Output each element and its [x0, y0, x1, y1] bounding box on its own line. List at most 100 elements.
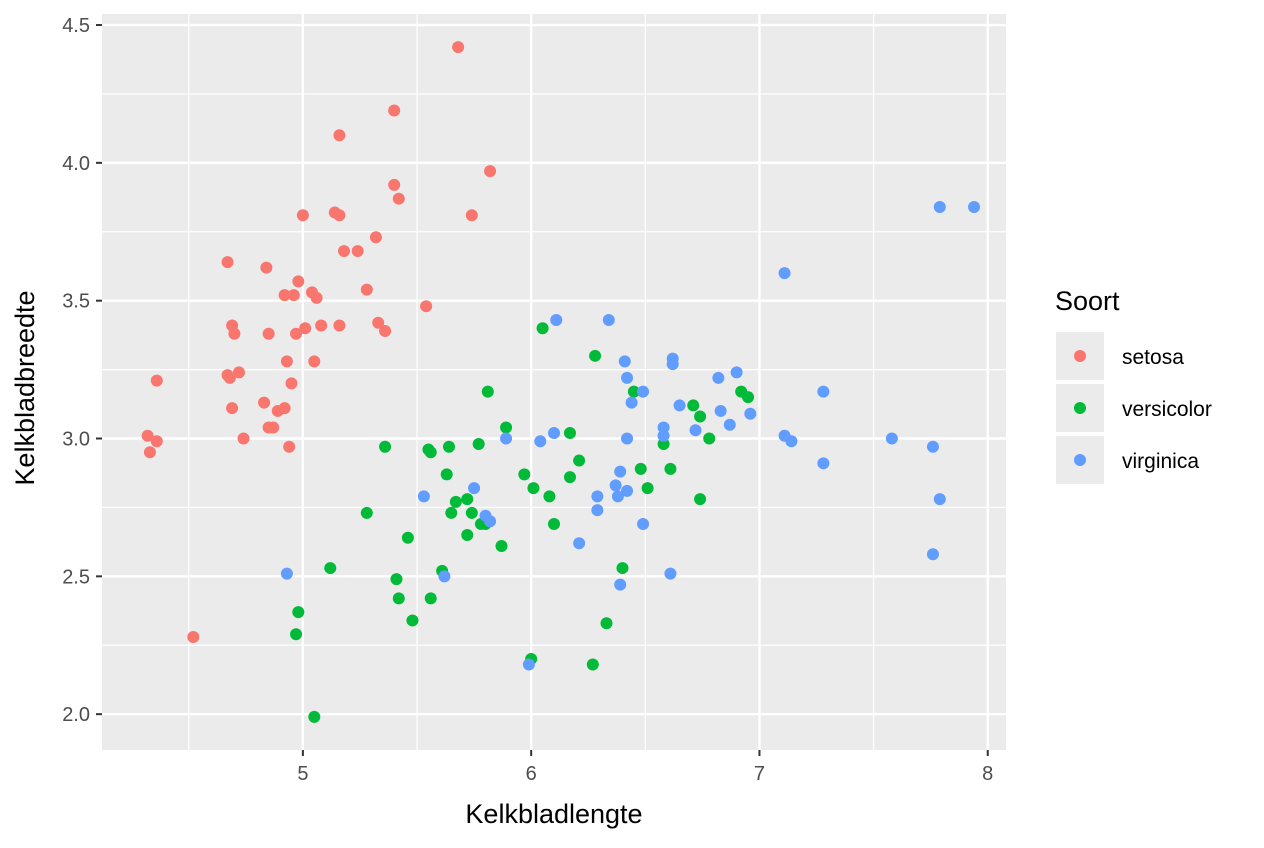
point-versicolor	[687, 399, 700, 412]
point-versicolor	[449, 495, 462, 508]
point-virginica	[926, 440, 939, 453]
legend: Soort setosa versicolor virginica	[1055, 286, 1212, 484]
point-virginica	[484, 515, 497, 528]
point-virginica	[625, 396, 638, 409]
legend-marker-setosa	[1074, 350, 1086, 362]
point-versicolor	[440, 468, 453, 481]
point-versicolor	[500, 421, 513, 434]
point-setosa	[278, 289, 291, 302]
point-setosa	[271, 404, 284, 417]
point-versicolor	[657, 438, 670, 451]
point-versicolor	[292, 606, 305, 619]
point-virginica	[673, 399, 686, 412]
point-versicolor	[465, 506, 478, 519]
point-virginica	[548, 426, 560, 439]
point-virginica	[730, 366, 743, 379]
point-virginica	[664, 567, 677, 580]
point-versicolor	[495, 540, 508, 553]
minor-gridlines	[102, 14, 1006, 750]
point-setosa	[351, 245, 364, 258]
point-virginica	[712, 371, 725, 384]
point-setosa	[141, 429, 154, 442]
point-virginica	[637, 385, 650, 398]
point-versicolor	[379, 440, 392, 453]
point-virginica	[611, 490, 624, 503]
point-setosa	[308, 355, 321, 368]
point-versicolor	[461, 528, 474, 541]
point-virginica	[926, 548, 939, 561]
y-tick-label: 2.0	[62, 704, 90, 726]
y-axis-title: Kelkbladbreedte	[10, 290, 40, 485]
point-virginica	[968, 200, 981, 213]
legend-marker-virginica	[1074, 454, 1086, 466]
point-versicolor	[390, 573, 403, 586]
point-setosa	[388, 178, 401, 191]
point-versicolor	[401, 531, 414, 544]
point-setosa	[267, 421, 280, 434]
series-virginica	[280, 200, 981, 671]
legend-marker-versicolor	[1074, 402, 1086, 414]
point-setosa	[372, 316, 385, 329]
y-axis: 2.0 2.5 3.0 3.5 4.0 4.5	[62, 15, 102, 726]
point-virginica	[785, 435, 798, 448]
point-setosa	[187, 630, 200, 643]
point-versicolor	[424, 592, 437, 605]
point-virginica	[438, 570, 451, 583]
series-setosa	[141, 41, 497, 643]
point-setosa	[283, 440, 296, 453]
legend-title: Soort	[1055, 286, 1120, 316]
y-tick-label: 4.5	[62, 15, 90, 37]
point-setosa	[285, 377, 298, 390]
point-versicolor	[518, 468, 531, 481]
point-versicolor	[481, 385, 494, 398]
point-versicolor	[472, 438, 485, 451]
x-axis-title: Kelkbladlengte	[465, 799, 642, 829]
point-versicolor	[694, 493, 707, 506]
point-versicolor	[641, 482, 654, 495]
point-virginica	[550, 313, 563, 326]
point-virginica	[591, 490, 604, 503]
point-virginica	[621, 432, 634, 445]
point-setosa	[360, 283, 373, 296]
point-versicolor	[703, 432, 716, 445]
point-virginica	[609, 479, 622, 492]
point-versicolor	[616, 562, 629, 575]
point-setosa	[292, 275, 305, 288]
legend-label-virginica: virginica	[1122, 450, 1199, 473]
point-versicolor	[424, 446, 437, 459]
data-points	[141, 41, 981, 723]
point-virginica	[885, 432, 898, 445]
point-virginica	[817, 385, 830, 398]
point-virginica	[621, 371, 634, 384]
point-virginica	[417, 490, 430, 503]
point-virginica	[614, 578, 627, 591]
point-versicolor	[589, 349, 602, 362]
major-gridlines	[102, 14, 1006, 750]
point-virginica	[522, 658, 535, 671]
point-versicolor	[360, 506, 373, 519]
point-setosa	[465, 209, 478, 222]
point-virginica	[744, 407, 757, 420]
point-virginica	[614, 465, 627, 478]
point-setosa	[315, 319, 328, 332]
point-versicolor	[563, 471, 576, 484]
y-tick-label: 4.0	[62, 153, 90, 175]
point-setosa	[333, 129, 346, 142]
point-setosa	[280, 355, 293, 368]
point-versicolor	[543, 490, 556, 503]
point-virginica	[657, 421, 670, 434]
point-virginica	[666, 358, 679, 371]
y-tick-label: 2.5	[62, 566, 90, 588]
point-setosa	[287, 289, 300, 302]
point-virginica	[618, 355, 631, 368]
x-tick-label: 7	[754, 763, 765, 785]
point-setosa	[260, 261, 273, 274]
point-virginica	[714, 404, 727, 417]
plot-panel	[102, 14, 1006, 750]
x-axis: 5 6 7 8	[297, 750, 993, 785]
point-versicolor	[573, 454, 586, 467]
point-virginica	[778, 267, 791, 280]
point-versicolor	[392, 592, 405, 605]
point-virginica	[637, 517, 650, 530]
